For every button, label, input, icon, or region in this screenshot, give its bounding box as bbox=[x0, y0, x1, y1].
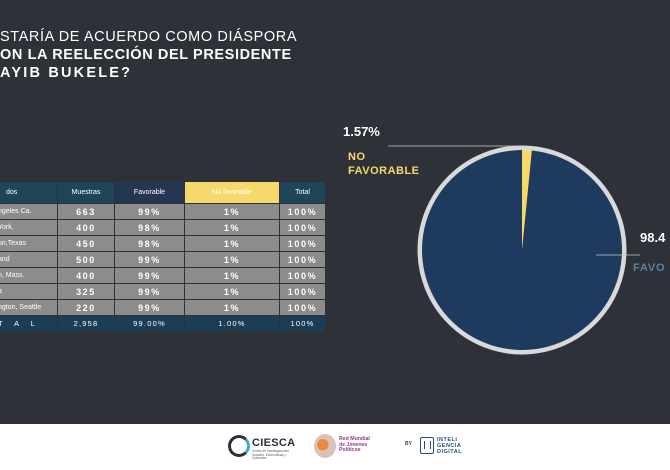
pie-slice-no-favorable bbox=[522, 150, 532, 250]
red-line-2: de Jóvenes bbox=[339, 441, 368, 448]
title-line-1: STARÍA DE ACUERDO COMO DIÁSPORA bbox=[0, 29, 298, 45]
header-total: Total bbox=[280, 182, 326, 203]
results-table: dos Muestras Favorable No favorable Tota… bbox=[0, 181, 326, 332]
globe-icon bbox=[314, 434, 336, 458]
table-row: n, Mass. 400 99% 1% 100% bbox=[0, 268, 326, 283]
cell-total: 100% bbox=[280, 220, 326, 235]
title-line-3: AYIB BUKELE? bbox=[0, 65, 133, 81]
red-mundial-logo: Red Mundial de Jóvenes Políticos bbox=[314, 432, 384, 462]
cell-muestras: 220 bbox=[58, 300, 115, 315]
cell-city: a bbox=[0, 284, 58, 299]
label-no-favorable-line-2: FAVORABLE bbox=[348, 165, 420, 177]
title-line-2: ON LA REELECCIÓN DEL PRESIDENTE bbox=[0, 47, 292, 63]
cell-total: 100% bbox=[280, 284, 326, 299]
cell-no-favorable: 1% bbox=[185, 204, 280, 219]
cell-favorable: 98% bbox=[115, 220, 185, 235]
cell-no-favorable: 1% bbox=[185, 236, 280, 251]
cell-no-favorable: 1% bbox=[185, 252, 280, 267]
cell-total: 100% bbox=[280, 204, 326, 219]
cell-city: ngton, Seattle bbox=[0, 300, 58, 315]
cell-muestras: 400 bbox=[58, 220, 115, 235]
table-row: and 500 99% 1% 100% bbox=[0, 252, 326, 267]
label-favorable-name: FAVO bbox=[633, 262, 666, 274]
inteli-text: INTELI GENCIA DIGITAL bbox=[437, 437, 463, 455]
table-row: York. 400 98% 1% 100% bbox=[0, 220, 326, 235]
header-favorable: Favorable bbox=[115, 182, 185, 203]
cell-city: York. bbox=[0, 220, 58, 235]
cell-no-favorable: 1% bbox=[185, 284, 280, 299]
slide-title: STARÍA DE ACUERDO COMO DIÁSPORA ON LA RE… bbox=[0, 28, 330, 82]
cell-muestras: 450 bbox=[58, 236, 115, 251]
cell-no-favorable: 1% bbox=[185, 300, 280, 315]
cell-muestras: 325 bbox=[58, 284, 115, 299]
table-header-row: dos Muestras Favorable No favorable Tota… bbox=[0, 182, 326, 203]
ciesca-logo: CIESCA Centro de Investigaciones Sociale… bbox=[228, 434, 296, 460]
red-line-3: Políticos bbox=[339, 447, 361, 454]
ciesca-name: CIESCA bbox=[252, 437, 296, 449]
cell-total-muestras: 2,958 bbox=[58, 316, 115, 331]
ciesca-subtitle: Centro de Investigaciones Sociales, Econ… bbox=[252, 449, 289, 461]
inteli-mark-icon bbox=[420, 437, 434, 454]
label-no-favorable-name: NO FAVORABLE bbox=[348, 150, 420, 178]
table-row: a 325 99% 1% 100% bbox=[0, 284, 326, 299]
cell-city: ngeles Ca. bbox=[0, 204, 58, 219]
ciesca-ring-icon bbox=[228, 435, 250, 457]
pie-chart bbox=[388, 145, 640, 355]
header-city: dos bbox=[0, 182, 58, 203]
cell-total-favorable: 99.00% bbox=[115, 316, 185, 331]
cell-muestras: 400 bbox=[58, 268, 115, 283]
inteli-line-1: INTELI bbox=[437, 437, 458, 443]
table-row: on,Texas 450 98% 1% 100% bbox=[0, 236, 326, 251]
cell-city: n, Mass. bbox=[0, 268, 58, 283]
pie-border bbox=[417, 145, 627, 355]
cell-favorable: 99% bbox=[115, 204, 185, 219]
label-no-favorable-line-1: NO bbox=[348, 151, 366, 163]
footer: CIESCA Centro de Investigaciones Sociale… bbox=[0, 424, 670, 470]
cell-total-total: 100% bbox=[280, 316, 326, 331]
cell-favorable: 99% bbox=[115, 284, 185, 299]
cell-total-label: T A L bbox=[0, 316, 58, 331]
cell-total: 100% bbox=[280, 300, 326, 315]
table-row: ngton, Seattle 220 99% 1% 100% bbox=[0, 300, 326, 315]
cell-total: 100% bbox=[280, 236, 326, 251]
table-total-row: T A L 2,958 99.00% 1.00% 100% bbox=[0, 316, 326, 331]
cell-favorable: 99% bbox=[115, 252, 185, 267]
cell-muestras: 663 bbox=[58, 204, 115, 219]
header-no-favorable: No favorable bbox=[185, 182, 280, 203]
table-row: ngeles Ca. 663 99% 1% 100% bbox=[0, 204, 326, 219]
cell-favorable: 99% bbox=[115, 300, 185, 315]
label-no-favorable-pct: 1.57% bbox=[343, 124, 380, 139]
cell-total-no-favorable: 1.00% bbox=[185, 316, 280, 331]
red-line-1: Red Mundial bbox=[339, 436, 370, 442]
cell-favorable: 99% bbox=[115, 268, 185, 283]
cell-no-favorable: 1% bbox=[185, 220, 280, 235]
cell-total: 100% bbox=[280, 268, 326, 283]
cell-city: on,Texas bbox=[0, 236, 58, 251]
slide: STARÍA DE ACUERDO COMO DIÁSPORA ON LA RE… bbox=[0, 0, 670, 424]
label-favorable-pct: 98.4 bbox=[640, 230, 666, 245]
red-mundial-text: Red Mundial de Jóvenes Políticos bbox=[339, 436, 383, 454]
by-label: BY bbox=[405, 441, 412, 447]
cell-no-favorable: 1% bbox=[185, 268, 280, 283]
cell-muestras: 500 bbox=[58, 252, 115, 267]
inteli-line-2: GENCIA bbox=[437, 442, 462, 449]
inteli-line-3: DIGITAL bbox=[437, 448, 463, 455]
inteligencia-digital-logo: INTELI GENCIA DIGITAL bbox=[420, 434, 480, 460]
header-muestras: Muestras bbox=[58, 182, 115, 203]
cell-city: and bbox=[0, 252, 58, 267]
cell-favorable: 98% bbox=[115, 236, 185, 251]
cell-total: 100% bbox=[280, 252, 326, 267]
